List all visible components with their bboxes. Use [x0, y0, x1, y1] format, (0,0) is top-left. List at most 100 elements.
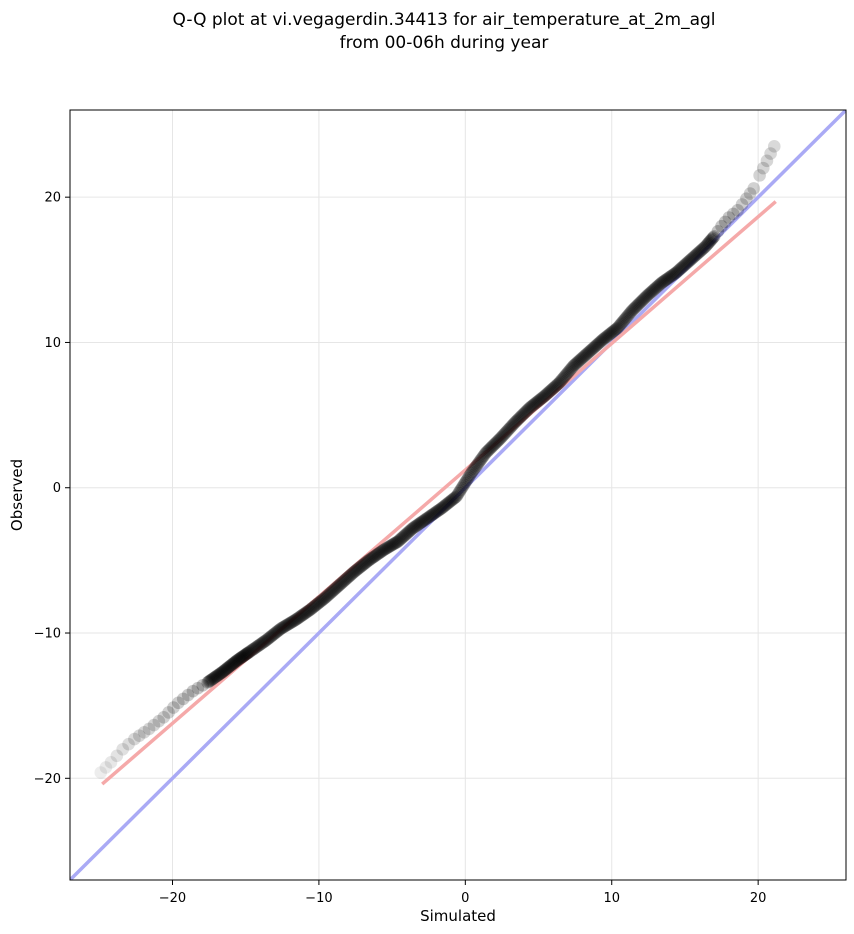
quantile-point-498 — [700, 238, 713, 252]
quantile-point-412 — [610, 322, 623, 336]
quantile-point-189 — [377, 543, 390, 557]
quantile-point-271 — [462, 470, 476, 483]
axis-ticks: −20 −10 0 10 20 −20 −10 0 10 20 — [34, 191, 767, 906]
quantile-point-217 — [406, 522, 419, 535]
quantile-point-433 — [632, 297, 645, 311]
plot-frame — [69, 109, 847, 881]
quantile-point-330 — [524, 400, 538, 414]
quantile-point-69 — [251, 639, 265, 653]
quantile-point-186 — [373, 546, 387, 559]
quantile-point-112 — [296, 608, 310, 622]
quantile-point-350 — [545, 383, 559, 396]
quantile-point-58 — [240, 647, 253, 661]
quantile-point-471 — [671, 264, 685, 278]
quantile-point-276 — [468, 462, 481, 476]
quantile-point-161 — [347, 565, 361, 579]
quantile-point-74 — [256, 636, 270, 649]
quantile-point-146 — [332, 579, 345, 593]
quantile-point-339 — [533, 393, 547, 406]
quantile-point-76 — [258, 634, 272, 648]
quantile-point-152 — [338, 574, 351, 587]
quantile-point-169 — [356, 559, 369, 572]
quantile-point-482 — [683, 254, 697, 267]
quantile-point-305 — [498, 427, 511, 441]
y-tick-label-3: 10 — [44, 336, 61, 351]
quantile-point-280 — [472, 456, 485, 470]
quantile-point-272 — [463, 468, 477, 482]
quantile-point-312 — [505, 419, 519, 433]
quantile-point-386 — [583, 345, 596, 358]
quantile-point-155 — [341, 571, 355, 584]
quantile-point-82 — [265, 629, 278, 643]
quantile-point-133 — [318, 591, 332, 605]
quantile-point-402 — [599, 330, 613, 344]
quantile-point-154 — [340, 572, 354, 585]
quantile-point-505 — [707, 230, 721, 243]
quantile-point-295 — [487, 438, 501, 451]
quantile-point-40 — [221, 661, 234, 675]
quantile-point-240 — [430, 505, 443, 519]
quantile-point-458 — [658, 274, 671, 288]
quantile-point-470 — [670, 265, 684, 279]
quantile-point-108 — [292, 611, 305, 625]
quantile-point-142 — [327, 583, 341, 597]
quantile-point-36 — [217, 665, 230, 678]
quantile-point-400 — [597, 332, 611, 346]
quantile-point-274 — [465, 465, 479, 479]
quantile-point-249 — [439, 498, 453, 512]
quantile-point-263 — [454, 483, 468, 497]
quantile-point-18 — [186, 684, 200, 698]
quantile-point-114 — [298, 607, 312, 620]
quantile-point-331 — [525, 399, 539, 413]
quantile-point-332 — [526, 399, 540, 412]
quantile-point-68 — [250, 640, 264, 654]
quantile-point-478 — [679, 258, 692, 271]
quantile-point-241 — [431, 504, 445, 518]
quantile-point-487 — [688, 249, 702, 263]
quantile-point-355 — [550, 378, 564, 392]
quantile-point-422 — [620, 310, 634, 324]
quantile-point-516 — [753, 169, 766, 182]
quantile-point-463 — [663, 270, 677, 284]
quantile-point-507 — [715, 219, 728, 233]
quantile-point-109 — [293, 610, 306, 624]
quantile-point-506 — [711, 225, 725, 238]
quantile-point-207 — [395, 531, 409, 545]
quantile-point-123 — [308, 600, 321, 613]
quantile-point-2 — [104, 756, 118, 769]
quantile-point-147 — [333, 578, 346, 592]
quantile-point-56 — [237, 649, 251, 662]
quantile-point-213 — [402, 525, 415, 539]
quantile-point-474 — [675, 261, 688, 275]
quantile-point-178 — [365, 551, 379, 565]
quantile-point-118 — [302, 604, 316, 617]
quantile-point-361 — [556, 371, 570, 385]
quantile-point-384 — [580, 347, 594, 360]
identity-line — [70, 110, 846, 880]
quantile-point-218 — [407, 521, 420, 534]
quantile-point-311 — [504, 420, 518, 434]
quantile-point-466 — [666, 268, 680, 282]
quantile-point-324 — [518, 406, 531, 420]
quantile-point-160 — [346, 566, 360, 580]
quantile-point-431 — [630, 300, 643, 313]
quantile-point-503 — [705, 232, 719, 246]
quantile-point-57 — [238, 648, 252, 662]
quantile-point-380 — [576, 350, 590, 364]
quantile-point-87 — [270, 625, 283, 639]
quantile-point-437 — [636, 293, 649, 307]
quantile-point-261 — [452, 486, 465, 500]
quantile-point-252 — [442, 495, 456, 509]
quantile-point-519 — [764, 147, 777, 160]
quantile-point-336 — [530, 395, 544, 409]
quantile-point-233 — [423, 510, 436, 524]
quantile-point-322 — [516, 408, 529, 422]
quantile-point-365 — [561, 366, 574, 380]
quantile-point-326 — [520, 404, 533, 418]
quantile-point-171 — [358, 557, 371, 570]
quantile-point-300 — [493, 433, 506, 446]
quantile-point-480 — [681, 256, 694, 269]
quantile-point-38 — [219, 663, 232, 677]
y-axis-label: Observed — [8, 459, 26, 531]
